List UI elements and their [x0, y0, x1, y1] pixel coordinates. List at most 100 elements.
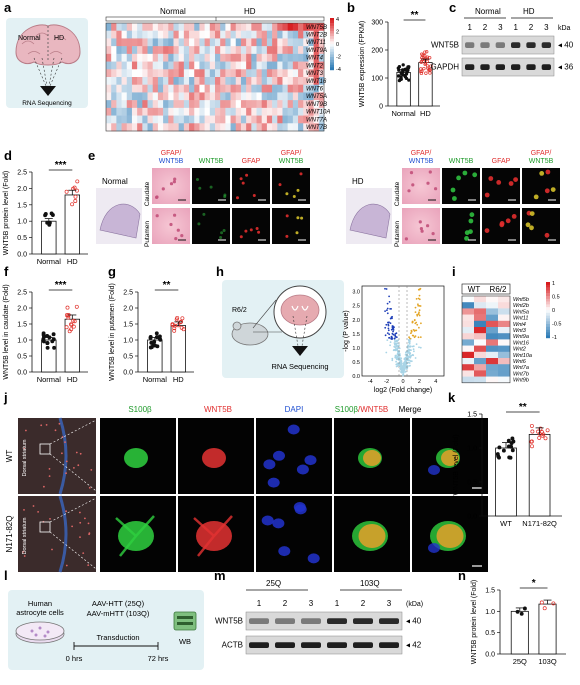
heatmap-cell — [308, 23, 314, 32]
gene-point — [404, 358, 406, 361]
cell-signal — [462, 170, 468, 176]
gene-point — [414, 357, 417, 359]
heatmap-cell — [240, 38, 247, 47]
heatmap-cell — [303, 107, 309, 116]
heatmap-cell — [298, 115, 304, 124]
cell-signal — [252, 194, 256, 197]
gene-point — [418, 346, 420, 349]
gene-point — [402, 366, 405, 369]
heatmap-cell — [142, 38, 148, 47]
data-point — [404, 72, 409, 76]
data-point — [148, 345, 153, 350]
bar — [510, 610, 529, 655]
data-point — [511, 439, 516, 444]
brain-label-hd: HD — [54, 35, 64, 42]
data-point — [530, 444, 534, 449]
heatmap-cell — [251, 30, 257, 39]
bar — [538, 603, 557, 655]
gene-point — [386, 307, 389, 310]
heatmap-cell — [147, 23, 154, 32]
cell-signal — [428, 170, 432, 174]
data-point — [407, 78, 411, 82]
gene-point — [413, 330, 416, 332]
blot-strip — [245, 635, 403, 655]
gene-point — [395, 345, 398, 348]
heatmap-i-cell — [462, 370, 475, 377]
heatmap-cell — [209, 77, 216, 86]
colorscale-step — [546, 284, 550, 288]
gene-point — [394, 332, 397, 335]
data-point — [423, 54, 427, 58]
data-point — [180, 316, 185, 321]
blot-band — [353, 642, 373, 649]
data-point — [428, 71, 432, 75]
gene-point — [397, 357, 400, 360]
gene-point — [402, 371, 405, 374]
heatmap-cell — [292, 23, 299, 32]
heatmap-cell — [215, 61, 221, 70]
heatmap-cell — [199, 46, 205, 55]
heatmap-cell — [235, 107, 242, 116]
lane-number: 2 — [529, 23, 534, 32]
heatmap-cell — [126, 115, 133, 124]
microscopy-e: Normal Caudate Putamen GFAP/WNT5B WNT5B GFAP G… — [96, 150, 560, 247]
cell-signal — [285, 214, 289, 218]
heatmap-cell — [256, 92, 263, 101]
heatmap-cell — [209, 30, 216, 39]
colorscale-step — [330, 51, 334, 55]
heatmap-cell — [173, 69, 179, 78]
gene-point — [408, 345, 411, 348]
gene-point — [411, 321, 414, 324]
heatmap-cell — [215, 77, 221, 86]
heatmap-cell — [116, 30, 122, 39]
cell-signal — [202, 212, 206, 216]
j-cell-process — [193, 515, 233, 557]
heatmap-i-gene-label: Wnt3 — [513, 328, 527, 334]
micrograph-tile — [482, 168, 520, 204]
cell-signal — [420, 229, 424, 233]
gene-point — [389, 344, 391, 347]
heatmap-cell — [266, 69, 273, 78]
y-tick-label: 1.5 — [485, 588, 495, 595]
heatmap-cell — [308, 107, 314, 116]
heatmap-cell — [240, 61, 247, 70]
blot-c-group-normal: Normal — [475, 7, 501, 16]
gene-point — [389, 308, 391, 310]
colorscale-step — [330, 62, 334, 65]
heatmap-i-cell — [486, 302, 499, 309]
gene-point — [392, 333, 395, 336]
heatmap-i-gene-label: Wnt6 — [513, 359, 527, 365]
heatmap-cell — [303, 84, 309, 93]
data-point — [419, 60, 423, 64]
heatmap-cell — [215, 107, 221, 116]
gene-point — [408, 348, 411, 351]
heatmap-cell — [298, 77, 304, 86]
lane-number: 1 — [467, 23, 472, 32]
heatmap-cell — [173, 92, 179, 101]
gene-point — [386, 309, 388, 312]
heatmap-i-header-box — [461, 283, 511, 295]
heatmap-cell — [215, 123, 221, 132]
gene-point — [384, 326, 387, 329]
heatmap-cell — [121, 30, 128, 39]
heatmap-cell — [121, 69, 128, 78]
colorscale-step — [330, 18, 334, 21]
gene-point — [419, 287, 422, 290]
data-point — [425, 55, 430, 59]
y-axis-label: WNT5B level in caudate (Fold) — [3, 284, 10, 379]
j-overview-signal — [87, 522, 90, 525]
cell-signal — [172, 180, 176, 184]
heatmap-cell — [152, 92, 159, 101]
heatmap-i-cell — [462, 376, 475, 383]
heatmap-cell — [142, 92, 148, 101]
data-point — [424, 71, 428, 75]
heatmap-cell — [137, 23, 143, 32]
heatmap-cell — [282, 38, 288, 47]
heatmap-group-hd: HD — [244, 7, 256, 16]
heatmap-i-cell — [486, 320, 499, 328]
data-point — [507, 455, 512, 460]
heatmap-cell — [173, 115, 179, 124]
heatmap-cell — [313, 84, 320, 93]
blot-band — [249, 642, 269, 649]
data-point — [75, 179, 80, 184]
